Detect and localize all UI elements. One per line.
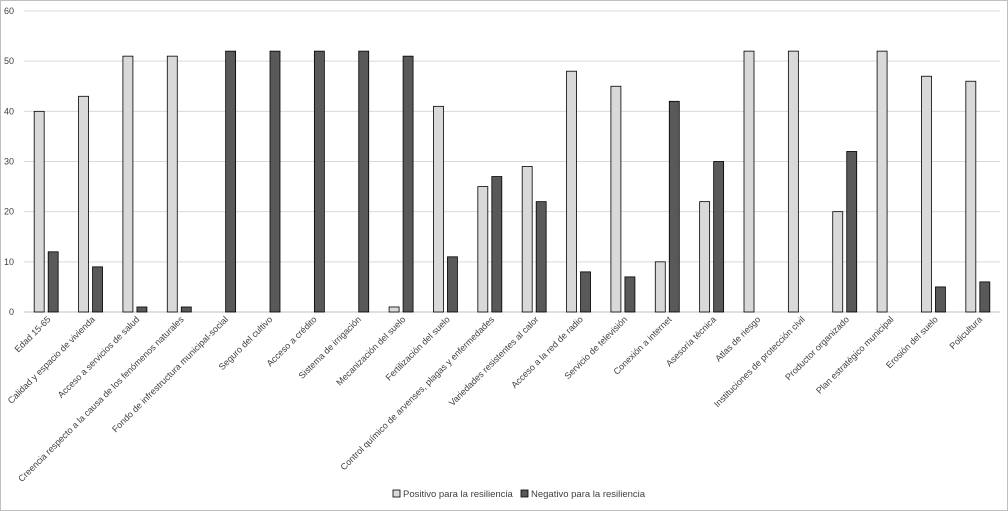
bar-negative-12 bbox=[580, 271, 591, 313]
bar-negative-6 bbox=[313, 50, 325, 313]
legend-label-negative: Negativo para la resiliencia bbox=[531, 489, 646, 500]
bar-positive-11 bbox=[521, 166, 533, 313]
bar-positive-15 bbox=[699, 201, 711, 313]
bar-negative-21 bbox=[979, 281, 991, 313]
y-tick-label: 50 bbox=[4, 56, 14, 66]
bar-negative-14 bbox=[668, 100, 680, 313]
bar-positive-18 bbox=[832, 211, 844, 313]
bar-positive-14 bbox=[654, 261, 666, 313]
bar-positive-8 bbox=[388, 306, 400, 313]
bar-positive-2 bbox=[122, 55, 134, 313]
legend-label-positive: Positivo para la resiliencia bbox=[403, 489, 514, 500]
x-tick-label: Control químico de arvenses, plagas y en… bbox=[338, 314, 496, 472]
bar-negative-20 bbox=[935, 286, 946, 313]
bar-positive-3 bbox=[166, 55, 178, 313]
bar-positive-9 bbox=[433, 105, 444, 313]
y-tick-label: 30 bbox=[4, 157, 14, 167]
bar-negative-8 bbox=[402, 55, 414, 313]
bar-negative-7 bbox=[358, 50, 370, 313]
x-tick-label: Policultura bbox=[947, 314, 984, 351]
y-tick-label: 10 bbox=[4, 257, 14, 267]
x-tick-label: Atlas de riesgo bbox=[713, 314, 762, 363]
legend: Positivo para la resiliencia Negativo pa… bbox=[392, 489, 646, 500]
x-tick-label: Variedades resistentes al calor bbox=[447, 314, 541, 408]
bar-positive-19 bbox=[876, 50, 888, 313]
bar-positive-0 bbox=[33, 110, 45, 313]
bar-negative-11 bbox=[535, 201, 547, 313]
bar-negative-2 bbox=[136, 306, 148, 313]
x-tick-label: Acceso a servicios de salud bbox=[56, 314, 142, 400]
bar-negative-0 bbox=[47, 251, 59, 313]
y-tick-label: 60 bbox=[4, 6, 14, 16]
bar-negative-4 bbox=[225, 50, 237, 313]
bar-positive-10 bbox=[477, 186, 489, 313]
bar-negative-18 bbox=[846, 151, 858, 313]
x-tick-label: Creencia respecto a la causa de los fenó… bbox=[16, 314, 186, 484]
bar-positive-17 bbox=[787, 50, 799, 313]
bar-negative-1 bbox=[92, 266, 103, 313]
bar-negative-13 bbox=[624, 276, 636, 313]
x-tick-label: Calidad y espacio de vivienda bbox=[6, 314, 97, 405]
bars bbox=[33, 50, 991, 313]
bar-positive-16 bbox=[743, 50, 755, 313]
bar-positive-1 bbox=[78, 95, 89, 313]
legend-swatch-positive bbox=[392, 489, 401, 498]
x-tick-label: Edad 15-65 bbox=[13, 314, 53, 354]
bar-positive-21 bbox=[965, 80, 977, 313]
y-tick-label: 40 bbox=[4, 106, 14, 116]
bar-negative-15 bbox=[713, 161, 725, 313]
bar-negative-5 bbox=[269, 50, 281, 313]
legend-swatch-negative bbox=[520, 489, 529, 498]
x-tick-label: Acceso a la red de radio bbox=[509, 314, 585, 390]
y-tick-label: 20 bbox=[4, 207, 14, 217]
x-tick-label: Instituciones de protección civil bbox=[712, 314, 807, 409]
y-axis-ticks: 0 10 20 30 40 50 60 bbox=[4, 6, 14, 317]
bar-positive-20 bbox=[921, 75, 932, 313]
bar-negative-3 bbox=[180, 306, 192, 313]
y-tick-label: 0 bbox=[9, 307, 14, 317]
x-tick-label: Plan estratégico municipal bbox=[814, 314, 895, 395]
bar-positive-12 bbox=[566, 70, 577, 313]
bar-negative-10 bbox=[491, 176, 503, 313]
bar-negative-9 bbox=[447, 256, 458, 313]
bar-positive-13 bbox=[610, 85, 622, 313]
